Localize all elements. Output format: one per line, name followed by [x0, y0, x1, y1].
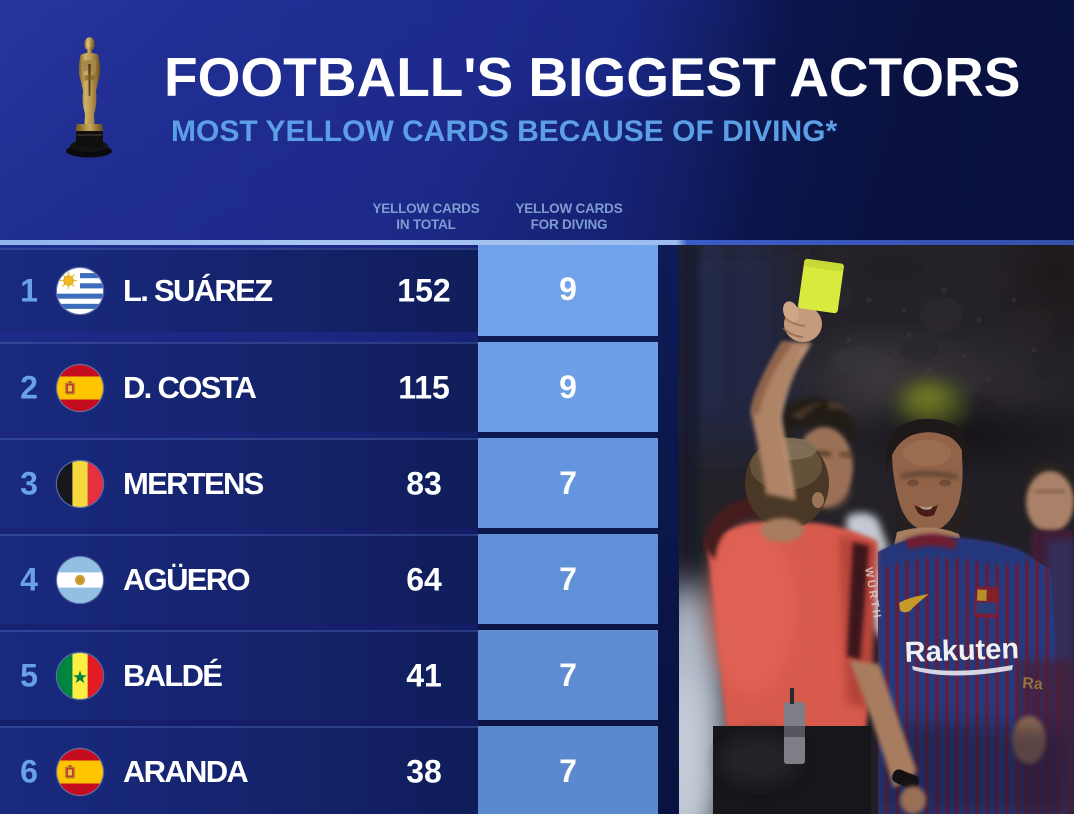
svg-text:Rakuten: Rakuten	[904, 633, 1019, 669]
svg-text:Ra: Ra	[1022, 675, 1044, 693]
